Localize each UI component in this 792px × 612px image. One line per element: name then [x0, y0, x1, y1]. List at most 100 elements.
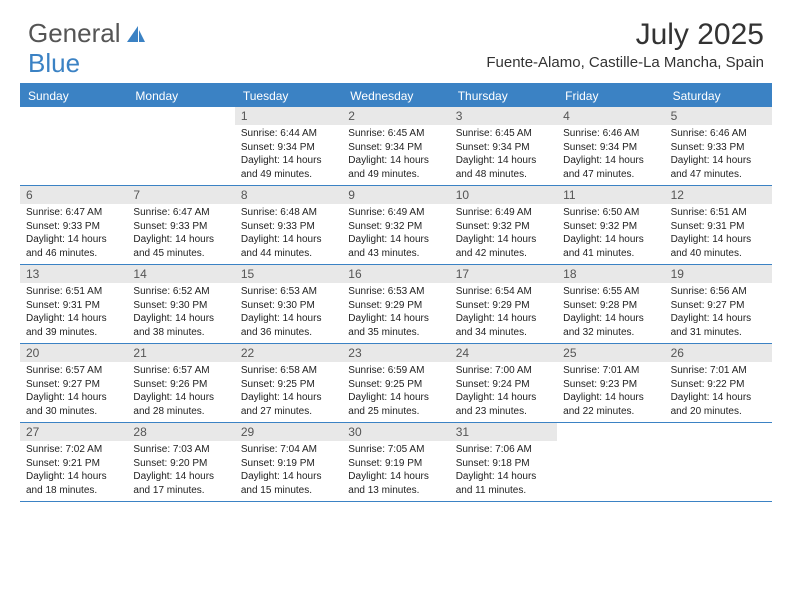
day-number: 28 — [127, 423, 234, 441]
day-cell: 20Sunrise: 6:57 AMSunset: 9:27 PMDayligh… — [20, 344, 127, 422]
sunset-text: Sunset: 9:28 PM — [563, 299, 658, 313]
day-number: 21 — [127, 344, 234, 362]
sunrise-text: Sunrise: 6:45 AM — [348, 127, 443, 141]
day-number: 31 — [450, 423, 557, 441]
day-details: Sunrise: 7:00 AMSunset: 9:24 PMDaylight:… — [450, 362, 557, 422]
day-details: Sunrise: 7:01 AMSunset: 9:22 PMDaylight:… — [665, 362, 772, 422]
sunrise-text: Sunrise: 7:00 AM — [456, 364, 551, 378]
sunset-text: Sunset: 9:19 PM — [241, 457, 336, 471]
day-cell: 11Sunrise: 6:50 AMSunset: 9:32 PMDayligh… — [557, 186, 664, 264]
day-number: 2 — [342, 107, 449, 125]
sunset-text: Sunset: 9:24 PM — [456, 378, 551, 392]
sunset-text: Sunset: 9:27 PM — [671, 299, 766, 313]
sunrise-text: Sunrise: 7:04 AM — [241, 443, 336, 457]
day-header: Wednesday — [342, 85, 449, 107]
day-cell: 9Sunrise: 6:49 AMSunset: 9:32 PMDaylight… — [342, 186, 449, 264]
sunset-text: Sunset: 9:26 PM — [133, 378, 228, 392]
day-cell: 17Sunrise: 6:54 AMSunset: 9:29 PMDayligh… — [450, 265, 557, 343]
day-details: Sunrise: 6:49 AMSunset: 9:32 PMDaylight:… — [450, 204, 557, 264]
sunrise-text: Sunrise: 6:55 AM — [563, 285, 658, 299]
sunset-text: Sunset: 9:33 PM — [671, 141, 766, 155]
daylight-text: Daylight: 14 hours and 45 minutes. — [133, 233, 228, 260]
day-number: 8 — [235, 186, 342, 204]
day-number: 18 — [557, 265, 664, 283]
daylight-text: Daylight: 14 hours and 41 minutes. — [563, 233, 658, 260]
daylight-text: Daylight: 14 hours and 44 minutes. — [241, 233, 336, 260]
day-cell: 3Sunrise: 6:45 AMSunset: 9:34 PMDaylight… — [450, 107, 557, 185]
day-number: 26 — [665, 344, 772, 362]
sunrise-text: Sunrise: 6:59 AM — [348, 364, 443, 378]
day-number: 27 — [20, 423, 127, 441]
daylight-text: Daylight: 14 hours and 28 minutes. — [133, 391, 228, 418]
daylight-text: Daylight: 14 hours and 23 minutes. — [456, 391, 551, 418]
logo-sail-icon — [125, 24, 147, 44]
day-cell — [20, 107, 127, 185]
sunset-text: Sunset: 9:22 PM — [671, 378, 766, 392]
day-details: Sunrise: 6:47 AMSunset: 9:33 PMDaylight:… — [127, 204, 234, 264]
day-details: Sunrise: 6:55 AMSunset: 9:28 PMDaylight:… — [557, 283, 664, 343]
week-row: 6Sunrise: 6:47 AMSunset: 9:33 PMDaylight… — [20, 186, 772, 265]
sunset-text: Sunset: 9:18 PM — [456, 457, 551, 471]
day-number: 9 — [342, 186, 449, 204]
sunrise-text: Sunrise: 6:57 AM — [26, 364, 121, 378]
day-number: 3 — [450, 107, 557, 125]
day-details: Sunrise: 7:05 AMSunset: 9:19 PMDaylight:… — [342, 441, 449, 501]
sunset-text: Sunset: 9:25 PM — [348, 378, 443, 392]
day-details: Sunrise: 6:45 AMSunset: 9:34 PMDaylight:… — [342, 125, 449, 185]
sunset-text: Sunset: 9:30 PM — [133, 299, 228, 313]
day-cell: 31Sunrise: 7:06 AMSunset: 9:18 PMDayligh… — [450, 423, 557, 501]
sunrise-text: Sunrise: 6:49 AM — [348, 206, 443, 220]
day-number: 1 — [235, 107, 342, 125]
sunrise-text: Sunrise: 6:58 AM — [241, 364, 336, 378]
day-number: 16 — [342, 265, 449, 283]
day-cell: 2Sunrise: 6:45 AMSunset: 9:34 PMDaylight… — [342, 107, 449, 185]
daylight-text: Daylight: 14 hours and 47 minutes. — [563, 154, 658, 181]
day-details: Sunrise: 6:54 AMSunset: 9:29 PMDaylight:… — [450, 283, 557, 343]
daylight-text: Daylight: 14 hours and 39 minutes. — [26, 312, 121, 339]
daylight-text: Daylight: 14 hours and 38 minutes. — [133, 312, 228, 339]
sunrise-text: Sunrise: 6:46 AM — [671, 127, 766, 141]
day-details: Sunrise: 6:51 AMSunset: 9:31 PMDaylight:… — [665, 204, 772, 264]
day-details: Sunrise: 6:56 AMSunset: 9:27 PMDaylight:… — [665, 283, 772, 343]
sunset-text: Sunset: 9:29 PM — [348, 299, 443, 313]
day-header: Tuesday — [235, 85, 342, 107]
day-header: Sunday — [20, 85, 127, 107]
day-cell: 30Sunrise: 7:05 AMSunset: 9:19 PMDayligh… — [342, 423, 449, 501]
day-number: 20 — [20, 344, 127, 362]
sunrise-text: Sunrise: 7:05 AM — [348, 443, 443, 457]
sunset-text: Sunset: 9:32 PM — [456, 220, 551, 234]
day-cell: 12Sunrise: 6:51 AMSunset: 9:31 PMDayligh… — [665, 186, 772, 264]
day-cell: 16Sunrise: 6:53 AMSunset: 9:29 PMDayligh… — [342, 265, 449, 343]
day-cell: 27Sunrise: 7:02 AMSunset: 9:21 PMDayligh… — [20, 423, 127, 501]
day-cell — [127, 107, 234, 185]
daylight-text: Daylight: 14 hours and 11 minutes. — [456, 470, 551, 497]
day-cell: 18Sunrise: 6:55 AMSunset: 9:28 PMDayligh… — [557, 265, 664, 343]
sunset-text: Sunset: 9:25 PM — [241, 378, 336, 392]
daylight-text: Daylight: 14 hours and 40 minutes. — [671, 233, 766, 260]
day-cell: 25Sunrise: 7:01 AMSunset: 9:23 PMDayligh… — [557, 344, 664, 422]
sunset-text: Sunset: 9:33 PM — [26, 220, 121, 234]
day-number: 22 — [235, 344, 342, 362]
week-row: 20Sunrise: 6:57 AMSunset: 9:27 PMDayligh… — [20, 344, 772, 423]
day-cell: 29Sunrise: 7:04 AMSunset: 9:19 PMDayligh… — [235, 423, 342, 501]
day-cell: 14Sunrise: 6:52 AMSunset: 9:30 PMDayligh… — [127, 265, 234, 343]
title-block: July 2025 Fuente-Alamo, Castille-La Manc… — [486, 18, 764, 71]
day-details: Sunrise: 7:06 AMSunset: 9:18 PMDaylight:… — [450, 441, 557, 501]
sunset-text: Sunset: 9:32 PM — [563, 220, 658, 234]
day-cell: 4Sunrise: 6:46 AMSunset: 9:34 PMDaylight… — [557, 107, 664, 185]
daylight-text: Daylight: 14 hours and 36 minutes. — [241, 312, 336, 339]
day-cell: 28Sunrise: 7:03 AMSunset: 9:20 PMDayligh… — [127, 423, 234, 501]
sunrise-text: Sunrise: 7:06 AM — [456, 443, 551, 457]
week-row: 27Sunrise: 7:02 AMSunset: 9:21 PMDayligh… — [20, 423, 772, 502]
day-cell — [557, 423, 664, 501]
sunset-text: Sunset: 9:32 PM — [348, 220, 443, 234]
sunrise-text: Sunrise: 7:01 AM — [671, 364, 766, 378]
day-header: Friday — [557, 85, 664, 107]
day-cell: 7Sunrise: 6:47 AMSunset: 9:33 PMDaylight… — [127, 186, 234, 264]
sunrise-text: Sunrise: 6:53 AM — [241, 285, 336, 299]
day-number: 17 — [450, 265, 557, 283]
daylight-text: Daylight: 14 hours and 22 minutes. — [563, 391, 658, 418]
sunrise-text: Sunrise: 6:54 AM — [456, 285, 551, 299]
daylight-text: Daylight: 14 hours and 25 minutes. — [348, 391, 443, 418]
day-details: Sunrise: 7:03 AMSunset: 9:20 PMDaylight:… — [127, 441, 234, 501]
